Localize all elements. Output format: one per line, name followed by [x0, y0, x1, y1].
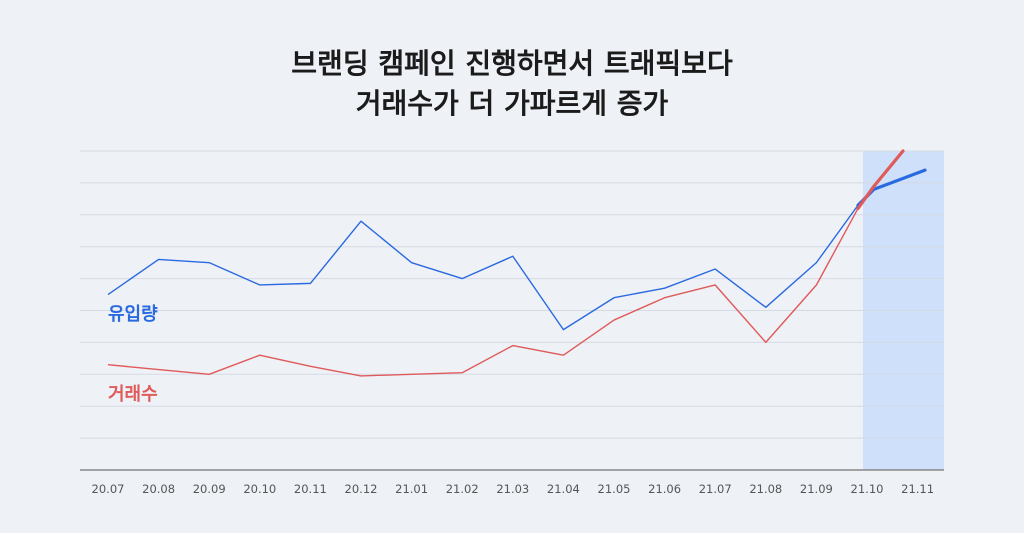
x-tick-label: 21.11	[901, 482, 934, 496]
series-label-traffic: 유입량	[108, 303, 158, 325]
x-tick-label: 20.07	[92, 482, 125, 496]
chart-title-line1: 브랜딩 캠페인 진행하면서 트래픽보다	[291, 47, 733, 80]
x-tick-label: 21.10	[851, 482, 884, 496]
x-tick-label: 21.02	[446, 482, 479, 496]
series-line-transactions	[107, 208, 859, 377]
x-tick-label: 21.07	[699, 482, 732, 496]
series-line-traffic	[107, 204, 859, 331]
chart-title-line2: 거래수가 더 가파르게 증가	[355, 87, 669, 120]
series-label-transactions: 거래수	[108, 384, 158, 405]
x-tick-label: 21.01	[395, 482, 428, 496]
x-tick-label: 20.08	[142, 482, 175, 496]
x-tick-label: 21.05	[598, 482, 631, 496]
x-tick-label: 20.09	[193, 482, 226, 496]
x-tick-label: 20.12	[345, 482, 378, 496]
x-tick-label: 20.10	[243, 482, 276, 496]
x-tick-label: 21.09	[800, 482, 833, 496]
x-tick-label: 21.08	[749, 482, 782, 496]
x-tick-label: 20.11	[294, 482, 327, 496]
x-tick-label: 21.06	[648, 482, 681, 496]
x-tick-label: 21.04	[547, 482, 580, 496]
x-tick-label: 21.03	[496, 482, 529, 496]
series-highlight-transactions	[856, 149, 905, 211]
